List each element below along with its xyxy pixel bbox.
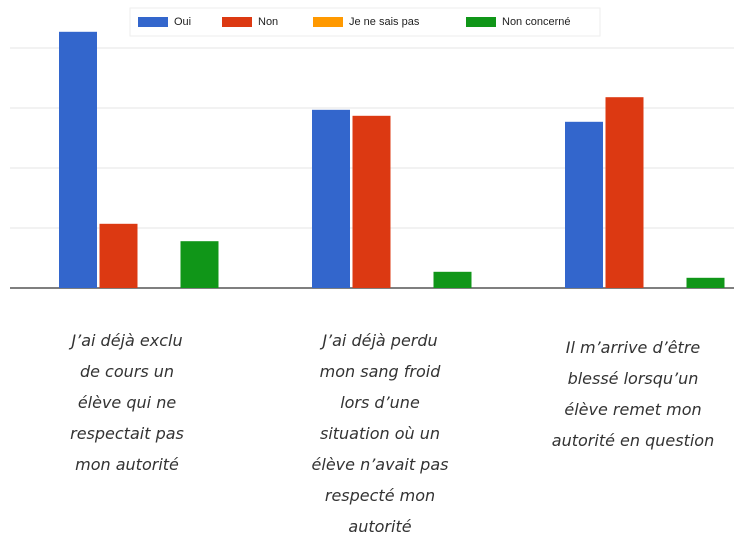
bar — [180, 241, 219, 288]
legend-swatch — [138, 17, 168, 27]
legend-swatch — [466, 17, 496, 27]
bar — [99, 223, 138, 288]
x-tick-label: J’ai déjà exclu de cours un élève qui ne… — [70, 331, 184, 474]
x-tick-label-box: J’ai déjà perdu mon sang froid lors d’un… — [311, 331, 449, 536]
legend-label: Oui — [174, 16, 191, 28]
legend-item: Oui — [138, 16, 191, 28]
bar — [312, 109, 350, 288]
legend-box — [129, 7, 601, 37]
legend-swatch — [313, 17, 343, 27]
legend-label: Non — [258, 16, 278, 28]
legend-item: Je ne sais pas — [313, 16, 420, 28]
legend-label: Je ne sais pas — [349, 16, 420, 28]
bar — [686, 277, 725, 288]
bar — [59, 31, 97, 289]
x-tick-label: Il m’arrive d’être blessé lorsqu’un élèv… — [551, 338, 715, 450]
legend-item: Non concerné — [466, 16, 571, 28]
bar — [433, 271, 472, 288]
legend-swatch — [222, 17, 252, 27]
legend-label: Non concerné — [502, 16, 571, 28]
bar — [605, 97, 644, 288]
x-tick-label-box: J’ai déjà exclu de cours un élève qui ne… — [70, 331, 184, 474]
x-tick-label: J’ai déjà perdu mon sang froid lors d’un… — [311, 331, 449, 536]
bar — [565, 121, 603, 288]
bar — [352, 115, 391, 288]
legend-item: Non — [222, 16, 278, 28]
x-tick-label-box: Il m’arrive d’être blessé lorsqu’un élèv… — [551, 338, 715, 450]
